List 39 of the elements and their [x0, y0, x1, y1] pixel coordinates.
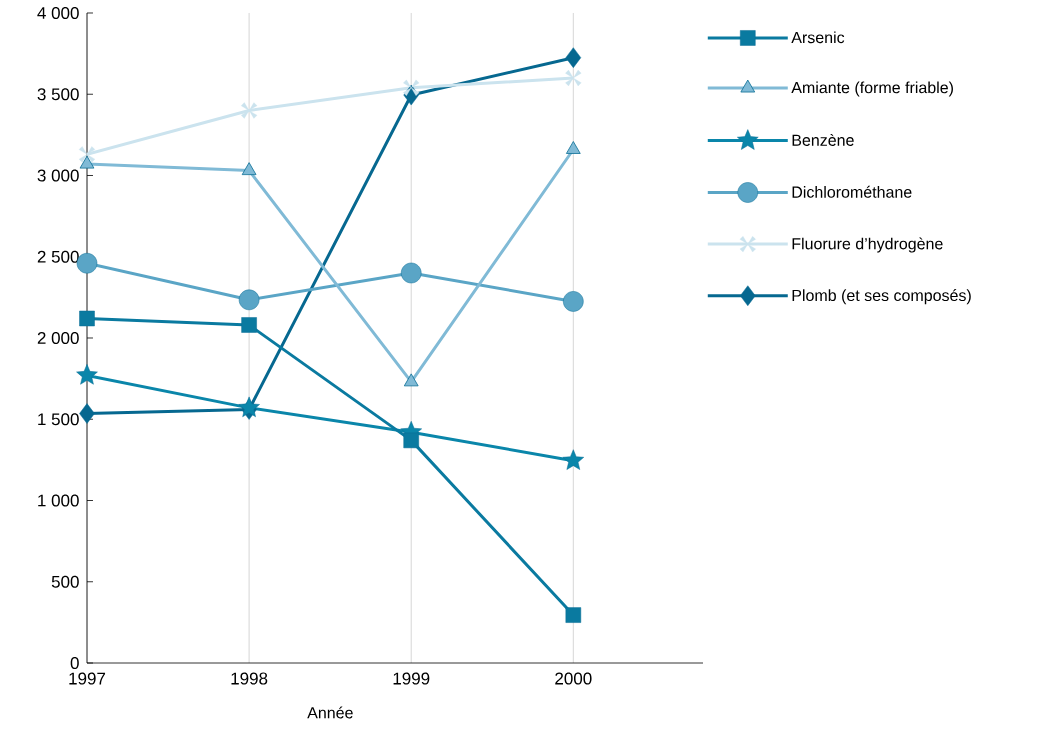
- point: [562, 449, 585, 470]
- legend-label: Arsenic: [791, 31, 845, 44]
- x-tick-label: 2000: [555, 672, 592, 685]
- point: [400, 262, 422, 284]
- point: [403, 79, 420, 96]
- y-tick-label: 1 000: [38, 494, 79, 507]
- point: [78, 146, 96, 163]
- x-tick-label: 1997: [69, 672, 106, 685]
- legend-label: Amiante (forme friable): [791, 81, 953, 97]
- point: [403, 432, 419, 449]
- y-tick-label: 2 500: [37, 250, 79, 263]
- legend-label: Fluorure d’hydrogène: [792, 237, 943, 253]
- y-tick-label: 1 500: [38, 413, 79, 426]
- y-tick-label: 0: [70, 656, 79, 670]
- point: [563, 291, 584, 312]
- legend-label: Plomb (et ses composés): [792, 289, 971, 305]
- x-axis-title: Année: [307, 706, 353, 719]
- x-tick-label: 1999: [393, 672, 430, 685]
- point: [565, 607, 582, 623]
- point: [241, 162, 257, 176]
- point: [565, 47, 582, 68]
- y-tick-label: 3 500: [37, 88, 79, 101]
- point: [76, 364, 98, 385]
- x-tick-label: 1998: [231, 672, 268, 685]
- point: [79, 310, 95, 327]
- legend-label: Benzène: [792, 133, 854, 146]
- y-tick-label: 500: [51, 575, 79, 588]
- point: [241, 102, 258, 119]
- point: [403, 373, 419, 387]
- point: [79, 155, 95, 169]
- point: [565, 141, 581, 154]
- y-tick-label: 3 000: [37, 169, 79, 182]
- point: [238, 289, 260, 311]
- legend-label: Dichlorométhane: [792, 185, 912, 198]
- point: [565, 69, 582, 87]
- y-tick-label: 4 000: [37, 6, 79, 20]
- point: [79, 403, 95, 424]
- point: [241, 317, 257, 333]
- y-tick-label: 2 000: [37, 331, 79, 345]
